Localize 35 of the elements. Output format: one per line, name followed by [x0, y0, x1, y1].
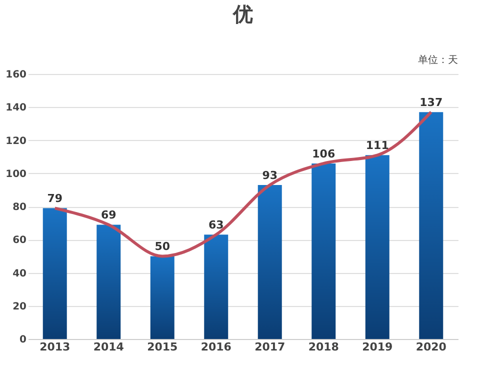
x-tick-label: 2019 — [362, 340, 393, 354]
chart-title: 优 — [232, 2, 253, 26]
x-tick-label: 2018 — [308, 340, 339, 354]
x-tick-label: 2020 — [416, 340, 447, 354]
data-label: 137 — [420, 96, 443, 110]
data-label: 106 — [312, 147, 336, 160]
x-tick-label: 2014 — [93, 340, 124, 354]
y-tick-label: 80 — [12, 202, 27, 213]
x-tick-label: 2016 — [200, 340, 232, 354]
bar — [258, 184, 282, 339]
y-tick-label: 140 — [6, 102, 27, 114]
data-label: 69 — [100, 208, 116, 222]
bar — [365, 155, 390, 339]
data-label: 93 — [262, 168, 278, 182]
data-label: 63 — [208, 218, 224, 232]
y-tick-label: 40 — [12, 268, 27, 280]
data-label: 79 — [47, 192, 63, 206]
x-tick-label: 2013 — [40, 340, 70, 354]
y-tick-label: 20 — [12, 301, 27, 312]
bar — [96, 224, 121, 339]
bar — [419, 112, 444, 339]
text: 单位：天 — [418, 54, 458, 66]
x-tick-label: 2017 — [254, 340, 286, 354]
data-label: 111 — [366, 139, 389, 152]
y-tick-label: 160 — [6, 70, 27, 80]
y-tick-label: 100 — [6, 168, 27, 180]
y-tick-label: 60 — [12, 235, 27, 246]
bar — [204, 234, 228, 339]
bar — [312, 163, 336, 339]
data-label: 50 — [154, 240, 170, 254]
bar — [42, 208, 67, 339]
x-tick-label: 2015 — [147, 340, 178, 354]
bar — [150, 256, 174, 339]
y-tick-label: 0 — [20, 334, 27, 346]
y-tick-label: 120 — [6, 136, 27, 147]
